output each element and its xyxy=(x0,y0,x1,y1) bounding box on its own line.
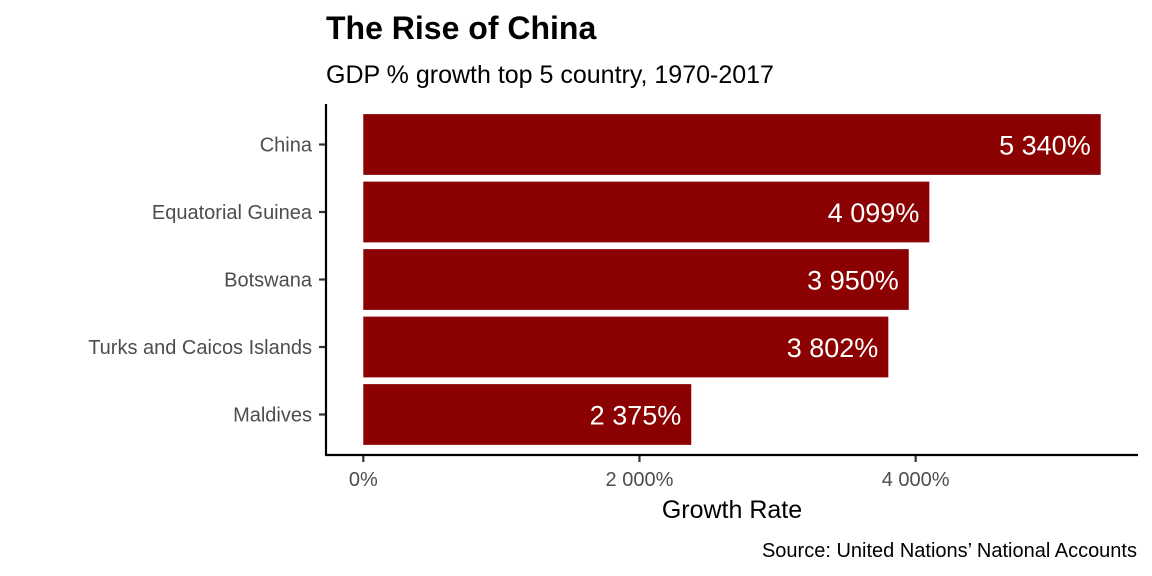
bar xyxy=(363,384,692,445)
x-tick-label: 0% xyxy=(349,469,378,491)
bar xyxy=(363,249,909,310)
x-axis-ticks: 0% 2 000% 4 000% xyxy=(349,455,950,491)
bar-value-label: 3 950% xyxy=(807,266,899,296)
bar-value-label: 4 099% xyxy=(828,198,920,228)
x-tick-label: 2 000% xyxy=(606,469,674,491)
bar-value-label: 5 340% xyxy=(999,131,1091,161)
y-tick-label: Turks and Caicos Islands xyxy=(88,337,312,359)
chart-subtitle: GDP % growth top 5 country, 1970-2017 xyxy=(326,61,774,89)
y-tick-label: Maldives xyxy=(233,405,312,427)
y-tick-label: Equatorial Guinea xyxy=(152,202,313,224)
bar-group: 5 340% 4 099% 3 950% 3 802% 2 375% xyxy=(363,114,1101,445)
y-tick-label: China xyxy=(260,135,313,157)
x-axis-title: Growth Rate xyxy=(662,496,802,524)
chart-caption: Source: United Nations’ National Account… xyxy=(762,540,1137,562)
bar-value-label: 3 802% xyxy=(787,333,879,363)
x-tick-label: 4 000% xyxy=(882,469,950,491)
y-tick-label: Botswana xyxy=(224,270,313,292)
bar-value-label: 2 375% xyxy=(590,401,682,431)
bar xyxy=(363,316,889,378)
bar xyxy=(363,181,930,243)
chart-title: The Rise of China xyxy=(326,10,596,46)
bar xyxy=(363,114,1101,175)
y-axis-ticks: China Equatorial Guinea Botswana Turks and … xyxy=(88,135,326,427)
